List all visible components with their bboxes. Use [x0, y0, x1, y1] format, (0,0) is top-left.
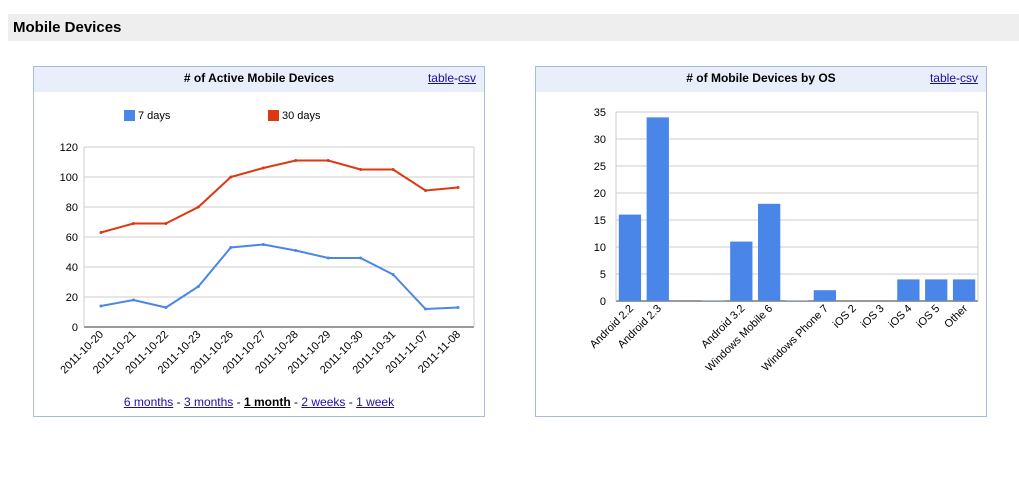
export-links: table-csv [428, 71, 476, 85]
range-6-months[interactable]: 6 months [123, 395, 174, 409]
section-header: Mobile Devices [8, 14, 1019, 41]
data-point [164, 222, 168, 225]
data-point [294, 249, 298, 252]
data-point [326, 159, 330, 162]
range-1-month-current: 1 month [243, 395, 291, 409]
data-point [99, 304, 103, 308]
data-point [391, 273, 395, 276]
range-2-weeks[interactable]: 2 weeks [301, 395, 346, 409]
data-point [131, 298, 135, 302]
range-separator: - [236, 395, 241, 409]
y-tick-label: 0 [72, 322, 78, 334]
legend-swatch [268, 110, 279, 121]
data-point [326, 256, 330, 260]
range-1-week[interactable]: 1 week [356, 395, 395, 409]
data-point [359, 256, 363, 260]
x-tick-label: iOS 4 [887, 303, 915, 331]
y-tick-label: 20 [594, 188, 606, 200]
legend-label: 7 days [138, 110, 171, 122]
y-tick-label: 120 [60, 142, 78, 154]
range-3-months[interactable]: 3 months [183, 395, 234, 409]
bar [730, 241, 753, 301]
csv-link[interactable]: csv [458, 71, 476, 85]
link-separator: - [454, 71, 458, 85]
data-point [261, 243, 265, 246]
y-tick-label: 20 [66, 292, 78, 304]
panel-title: # of Active Mobile Devices [183, 71, 335, 85]
range-separator: - [176, 395, 181, 409]
y-tick-label: 25 [594, 161, 606, 173]
y-tick-label: 60 [66, 232, 78, 244]
x-tick-label: iOS 2 [831, 303, 859, 331]
panel-header: # of Active Mobile Devices table-csv [34, 67, 484, 92]
section-title: Mobile Devices [13, 19, 122, 36]
panel-title: # of Mobile Devices by OS [686, 71, 836, 85]
bar [952, 279, 976, 301]
export-links: table-csv [930, 71, 978, 85]
data-point [196, 285, 200, 288]
data-point [99, 231, 103, 234]
panel-header: # of Mobile Devices by OS table-csv [536, 67, 986, 92]
csv-link[interactable]: csv [960, 71, 978, 85]
data-point [456, 186, 460, 189]
data-point [229, 246, 233, 249]
bar [758, 203, 781, 301]
data-point [424, 189, 428, 192]
table-link[interactable]: table [427, 71, 454, 85]
data-point [424, 307, 428, 311]
data-point [229, 175, 233, 179]
data-point [164, 306, 168, 309]
y-tick-label: 100 [60, 172, 78, 184]
series-line [100, 159, 459, 234]
y-tick-label: 0 [600, 296, 606, 308]
data-point [196, 205, 200, 209]
range-separator: - [294, 395, 298, 409]
legend-label: 30 days [282, 110, 321, 122]
data-point [391, 168, 395, 171]
active-devices-panel: # of Active Mobile Devices table-csv 7 d… [33, 66, 485, 417]
data-point [131, 222, 135, 225]
link-separator: - [956, 71, 960, 85]
y-tick-label: 15 [594, 215, 606, 227]
devices-by-os-panel: # of Mobile Devices by OS table-csv 0 5 10… [535, 66, 987, 417]
bar [702, 300, 725, 301]
bar [897, 279, 920, 301]
y-tick-label: 40 [66, 262, 78, 274]
x-tick-label: iOS 5 [914, 303, 942, 331]
data-point [294, 159, 298, 162]
line-chart: 7 days 30 days0204060801001202011-10-2020… [58, 110, 475, 376]
range-separator: - [348, 395, 353, 409]
data-point [359, 168, 363, 171]
y-tick-label: 30 [594, 134, 606, 146]
bar [925, 279, 948, 301]
y-tick-label: 5 [600, 269, 606, 281]
x-tick-label: Other [942, 302, 970, 330]
legend-swatch [124, 110, 135, 121]
y-tick-label: 35 [594, 107, 606, 119]
bar [785, 300, 809, 301]
table-link[interactable]: table [929, 71, 956, 85]
time-range-selector: 6 months - 3 months - 1 month - 2 weeks … [34, 395, 484, 409]
data-point [261, 166, 265, 170]
bar [618, 214, 642, 301]
y-tick-label: 80 [66, 202, 78, 214]
y-tick-label: 10 [594, 242, 606, 254]
bar [813, 290, 836, 301]
bar [646, 117, 669, 302]
data-point [456, 306, 460, 309]
series-line [100, 243, 459, 311]
x-tick-label: iOS 3 [859, 303, 887, 331]
